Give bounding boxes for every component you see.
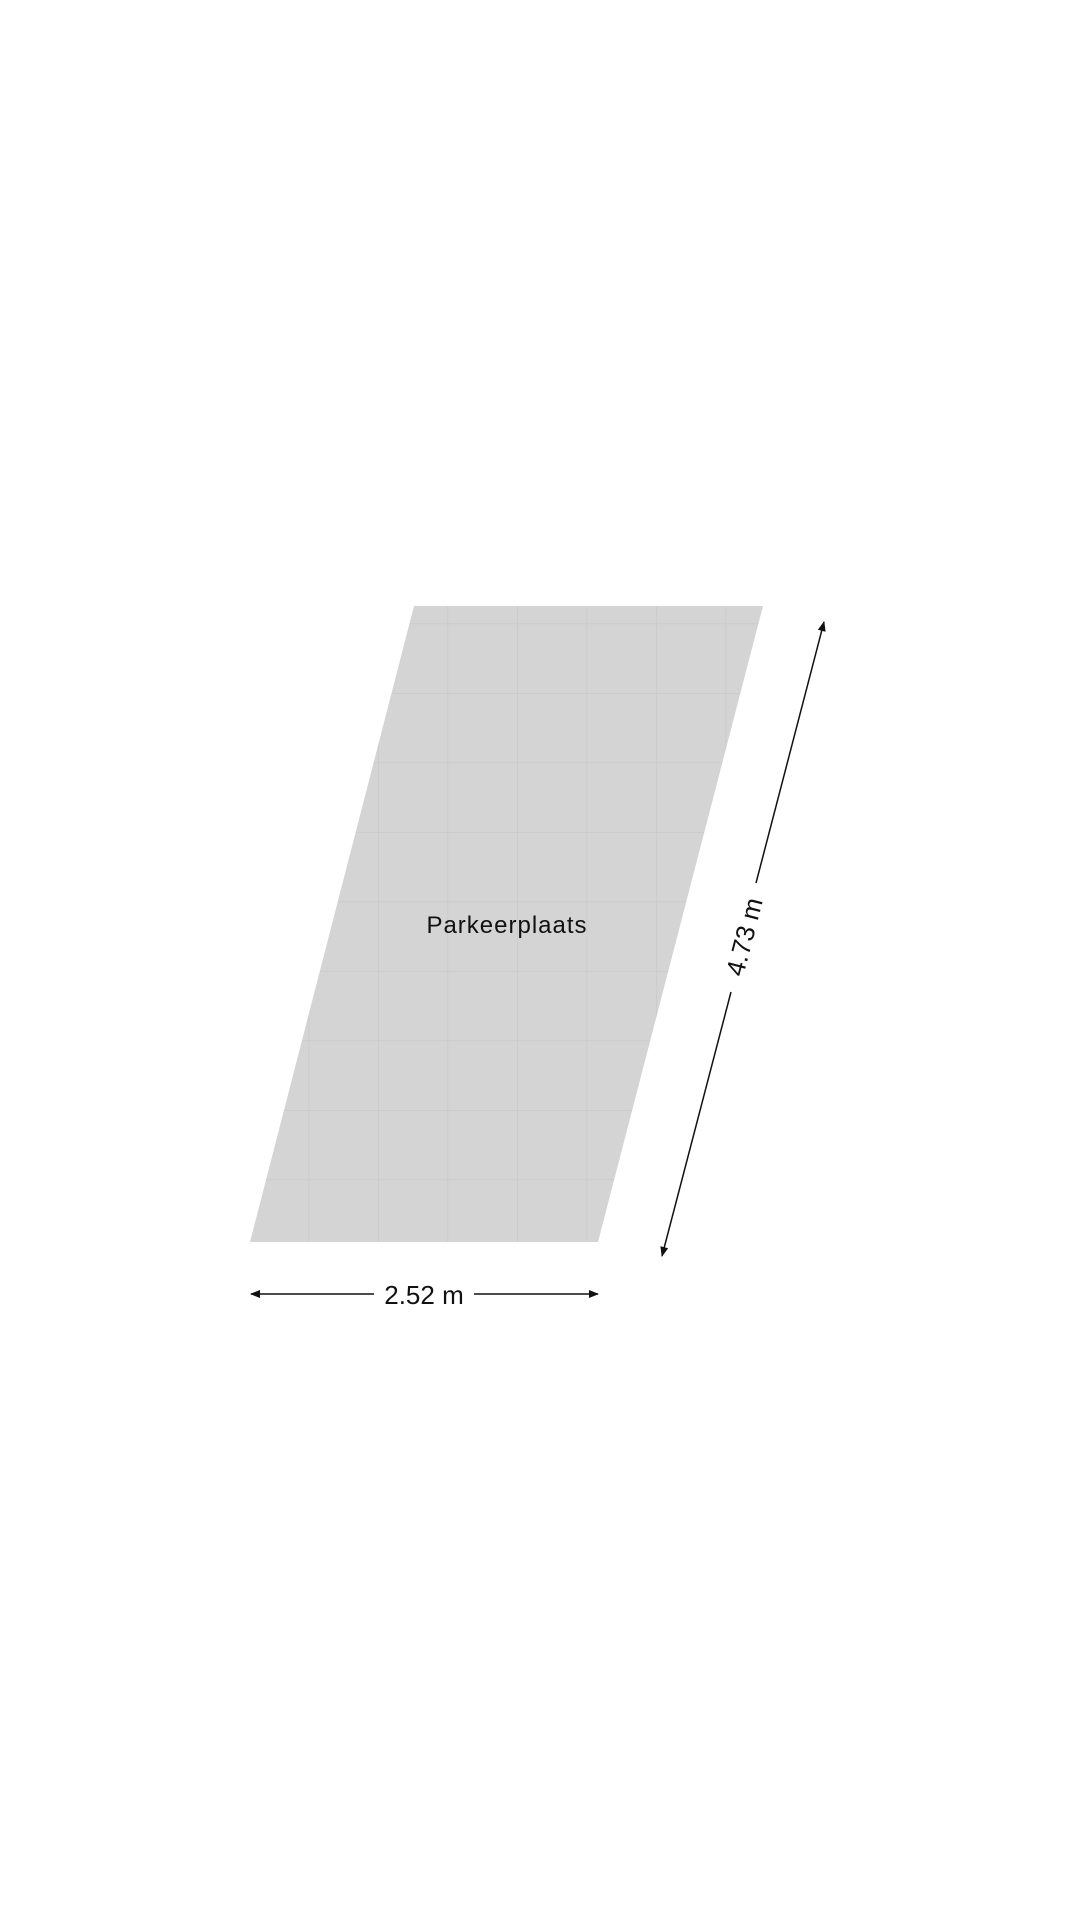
width-dimension: 2.52 m: [250, 1280, 599, 1310]
length-dimension-line-top: [755, 621, 826, 884]
length-label: 4.73 m: [720, 895, 769, 979]
parking-space-area: [250, 606, 763, 1242]
length-dimension-line-bottom: [660, 991, 732, 1257]
room-label: Parkeerplaats: [426, 912, 587, 939]
width-label: 2.52 m: [384, 1280, 464, 1310]
